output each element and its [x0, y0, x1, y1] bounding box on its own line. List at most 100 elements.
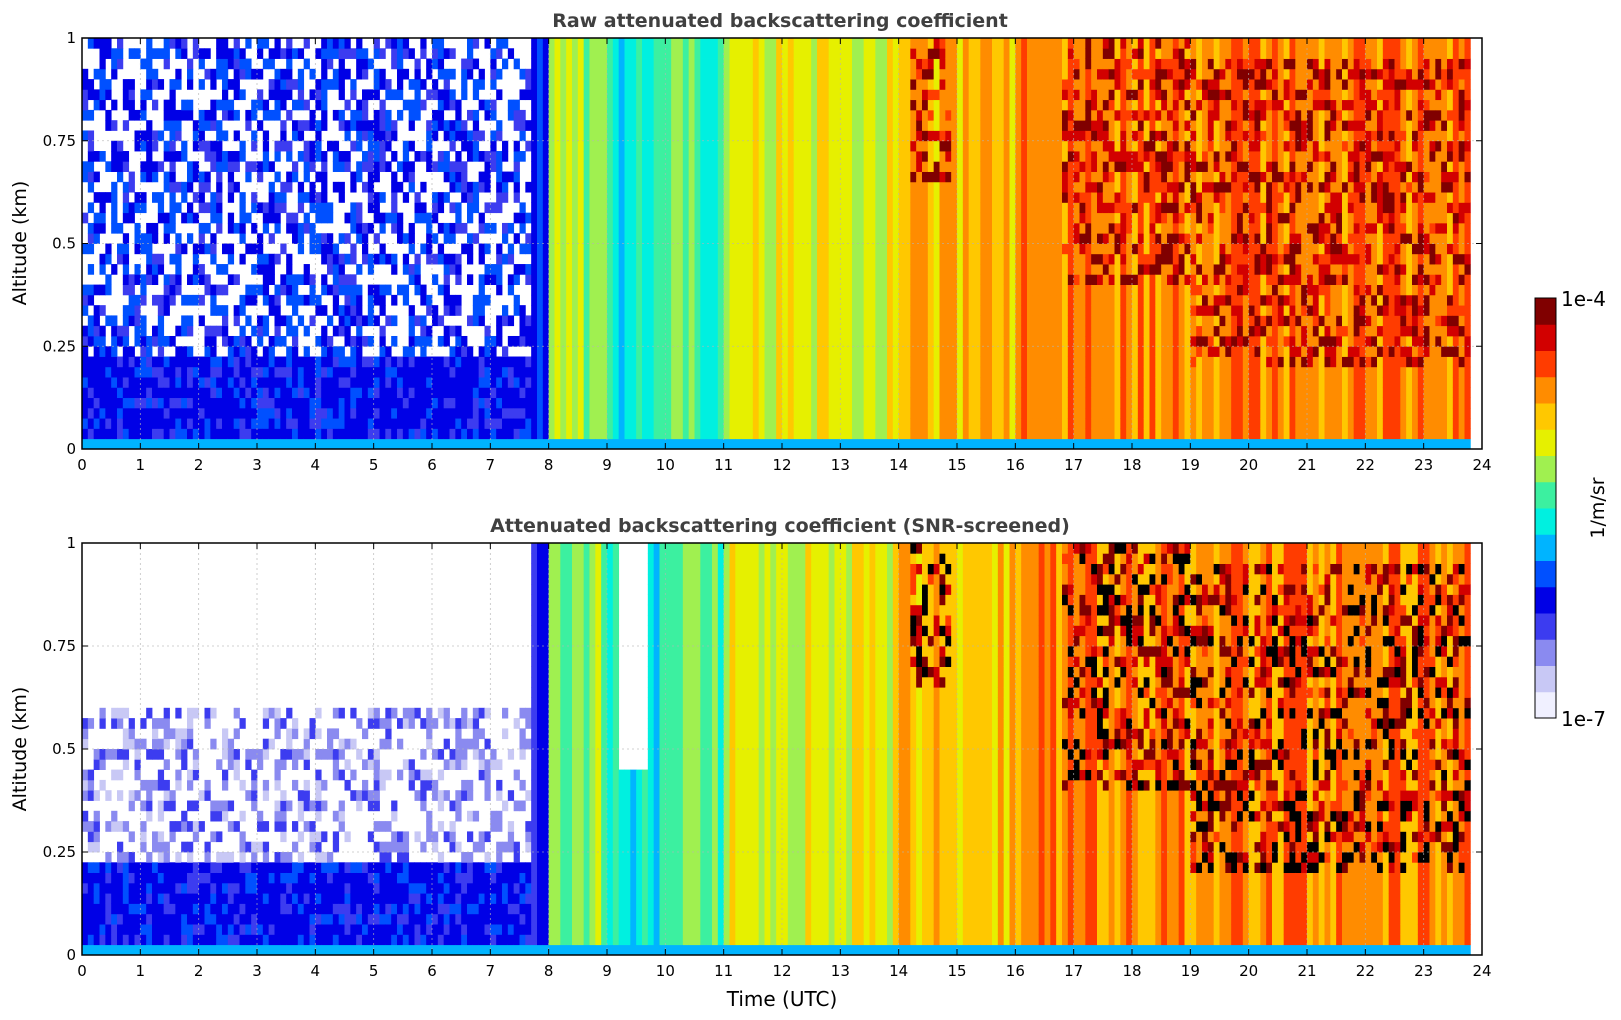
heatmap-cell	[688, 284, 695, 296]
heatmap-cell	[262, 130, 270, 142]
heatmap-cell	[420, 284, 427, 296]
heatmap-cell	[496, 418, 503, 429]
heatmap-cell	[432, 377, 439, 388]
heatmap-cell	[863, 120, 870, 131]
heatmap-cell	[624, 48, 631, 59]
heatmap-cell	[595, 151, 602, 162]
heatmap-cell	[752, 346, 760, 357]
heatmap-cell	[799, 130, 806, 142]
heatmap-cell	[863, 243, 870, 255]
heatmap-cell	[589, 109, 596, 121]
heatmap-cell	[542, 294, 550, 306]
heatmap-cell	[770, 212, 777, 224]
heatmap-cell	[671, 233, 678, 244]
heatmap-cell	[951, 38, 958, 49]
heatmap-cell	[694, 274, 701, 285]
heatmap-cell	[408, 438, 415, 450]
heatmap-cell	[117, 58, 124, 70]
heatmap-cell	[758, 356, 765, 368]
heatmap-cell	[927, 120, 935, 131]
heatmap-cell	[472, 181, 480, 193]
heatmap-cell	[134, 325, 141, 337]
heatmap-cell	[665, 99, 672, 111]
heatmap-cell	[612, 68, 620, 80]
heatmap-cell	[128, 397, 135, 409]
heatmap-cell	[630, 335, 637, 347]
heatmap-cell	[117, 253, 124, 265]
heatmap-cell	[519, 366, 526, 378]
heatmap-cell	[857, 151, 865, 162]
heatmap-cell	[373, 397, 380, 409]
heatmap-cell	[379, 212, 386, 224]
heatmap-cell	[677, 387, 684, 399]
heatmap-cell	[828, 284, 835, 296]
heatmap-cell	[566, 377, 573, 388]
heatmap-cell	[210, 377, 217, 388]
heatmap-cell	[758, 68, 765, 80]
heatmap-cell	[362, 253, 369, 265]
heatmap-cell	[607, 377, 614, 388]
heatmap-cell	[933, 243, 940, 255]
heatmap-cell	[741, 79, 748, 90]
heatmap-cell	[455, 222, 462, 234]
heatmap-cell	[577, 274, 585, 285]
heatmap-cell	[163, 428, 170, 440]
heatmap-cell	[916, 171, 923, 183]
heatmap-cell	[618, 130, 625, 142]
heatmap-cell	[840, 181, 847, 193]
heatmap-cell	[432, 305, 439, 316]
heatmap-cell	[618, 418, 625, 429]
heatmap-cell	[484, 438, 491, 450]
heatmap-cell	[82, 397, 89, 409]
heatmap-cell	[916, 387, 923, 399]
heatmap-cell	[612, 48, 620, 59]
heatmap-cell	[933, 192, 940, 203]
heatmap-cell	[653, 151, 660, 162]
heatmap-cell	[385, 253, 392, 265]
heatmap-cell	[449, 130, 456, 142]
heatmap-cell	[747, 397, 754, 409]
heatmap-cell	[467, 356, 474, 368]
heatmap-cell	[397, 79, 404, 90]
heatmap-cell	[799, 192, 806, 203]
heatmap-cell	[181, 212, 188, 224]
heatmap-cell	[951, 428, 958, 440]
heatmap-cell	[472, 366, 480, 378]
heatmap-cell	[822, 222, 830, 234]
heatmap-cell	[490, 428, 497, 440]
heatmap-cell	[502, 418, 509, 429]
heatmap-cell	[717, 284, 725, 296]
heatmap-cell	[542, 264, 550, 275]
heatmap-cell	[828, 79, 835, 90]
heatmap-cell	[117, 171, 124, 183]
heatmap-cell	[898, 109, 905, 121]
heatmap-cell	[945, 58, 952, 70]
heatmap-cell	[181, 366, 188, 378]
heatmap-cell	[840, 418, 847, 429]
heatmap-cell	[957, 243, 964, 255]
heatmap-cell	[752, 58, 760, 70]
heatmap-cell	[251, 438, 258, 450]
heatmap-cell	[157, 264, 165, 275]
heatmap-cell	[198, 264, 205, 275]
heatmap-cell	[122, 161, 130, 172]
heatmap-cell	[560, 253, 567, 265]
heatmap-cell	[787, 315, 795, 327]
heatmap-cell	[677, 181, 684, 193]
heatmap-cell	[904, 192, 911, 203]
heatmap-cell	[122, 253, 130, 265]
heatmap-cell	[87, 89, 95, 101]
heatmap-cell	[537, 202, 544, 214]
heatmap-cell	[245, 438, 252, 450]
heatmap-cell	[846, 418, 853, 429]
heatmap-cell	[146, 48, 153, 59]
heatmap-cell	[82, 346, 89, 357]
heatmap-cell	[642, 387, 649, 399]
heatmap-cell	[822, 315, 830, 327]
heatmap-cell	[741, 325, 748, 337]
heatmap-cell	[776, 161, 783, 172]
heatmap-cell	[933, 428, 940, 440]
heatmap-cell	[338, 377, 345, 388]
heatmap-cell	[817, 38, 824, 49]
heatmap-cell	[787, 366, 795, 378]
